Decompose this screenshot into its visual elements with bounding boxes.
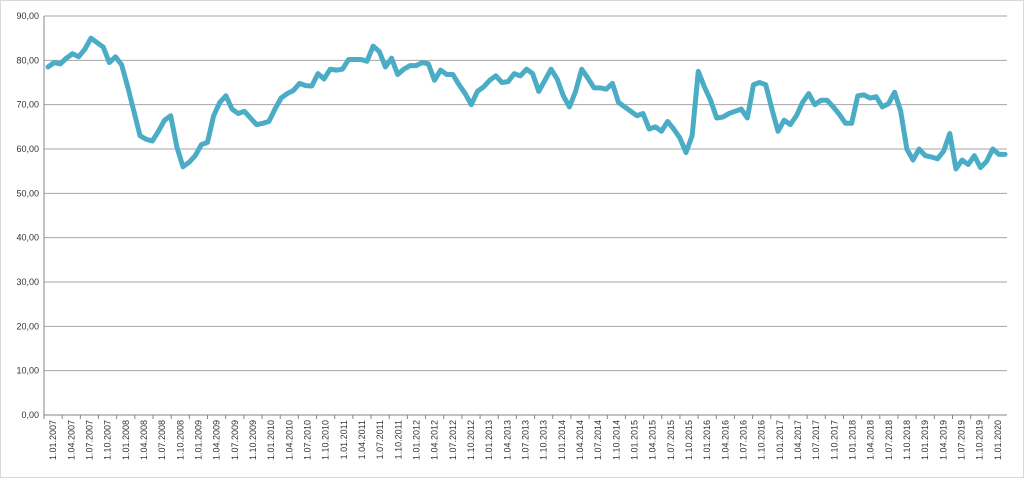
x-tick-label: 1.10.2015 [684,420,694,460]
x-tick-label: 1.07.2010 [302,420,312,460]
x-tick-label: 1.10.2011 [393,420,403,459]
x-tick-label: 1.10.2010 [321,420,331,460]
x-tick-label: 1.01.2017 [775,420,785,460]
y-tick-label: 40,00 [16,233,39,243]
x-tick-label: 1.10.2019 [975,420,985,460]
x-tick-label: 1.10.2012 [466,420,476,460]
x-tick-label: 1.01.2013 [484,420,494,460]
y-tick-label: 20,00 [16,321,39,331]
x-tick-label: 1.07.2019 [957,420,967,460]
x-tick-label: 1.04.2017 [793,420,803,460]
x-tick-label: 1.10.2014 [611,420,621,460]
y-axis-tick-labels: 0,00 10,00 20,00 30,00 40,00 50,00 60,00 70,00 8… [16,11,39,420]
x-tick-label: 1.10.2017 [829,420,839,460]
x-tick-label: 1.04.2008 [139,420,149,460]
x-tick-label: 1.01.2007 [48,420,58,460]
x-tick-label: 1.10.2018 [902,420,912,460]
x-tick-label: 1.01.2020 [993,420,1003,460]
x-tick-label: 1.07.2009 [230,420,240,460]
x-tick-label: 1.07.2007 [84,420,94,460]
x-axis-tick-labels: 1.01.2007 1.04.2007 1.07.2007 1.10.2007 1.01… [48,420,1003,460]
x-tick-label: 1.10.2008 [175,420,185,460]
x-tick-label: 1.07.2017 [811,420,821,460]
x-tick-label: 1.07.2013 [521,420,531,460]
x-tick-label: 1.01.2019 [920,420,930,460]
y-tick-label: 50,00 [16,188,39,198]
y-tick-label: 70,00 [16,100,39,110]
x-tick-label: 1.01.2012 [411,420,421,460]
series-layer [45,35,1008,172]
x-tick-label: 1.10.2013 [539,420,549,460]
x-tick-label: 1.07.2008 [157,420,167,460]
x-tick-label: 1.04.2009 [212,420,222,460]
x-tick-label: 1.07.2014 [593,420,603,460]
x-tick-label: 1.04.2007 [66,420,76,460]
x-tick-label: 1.10.2016 [757,420,767,460]
x-tick-label: 1.04.2013 [502,420,512,460]
x-tick-label: 1.04.2019 [938,420,948,460]
x-tick-label: 1.07.2011 [375,420,385,459]
x-tick-label: 1.07.2016 [739,420,749,460]
x-tick-label: 1.01.2014 [557,420,567,460]
axes [43,16,1007,419]
x-tick-label: 1.01.2011 [339,420,349,459]
x-tick-label: 1.04.2010 [284,420,294,460]
series-line [45,35,1008,172]
x-tick-label: 1.01.2016 [702,420,712,460]
x-tick-label: 1.07.2012 [448,420,458,460]
gridlines [44,15,1007,416]
y-tick-label: 10,00 [16,366,39,376]
x-tick-label: 1.04.2015 [648,420,658,460]
x-tick-label: 1.10.2007 [103,420,113,460]
x-tick-label: 1.07.2015 [666,420,676,460]
x-tick-label: 1.04.2014 [575,420,585,460]
y-tick-label: 0,00 [21,410,39,420]
x-tick-label: 1.04.2012 [430,420,440,460]
x-tick-label: 1.07.2018 [884,420,894,460]
y-tick-label: 30,00 [16,277,39,287]
x-tick-label: 1.01.2018 [848,420,858,460]
x-tick-label: 1.04.2018 [866,420,876,460]
x-tick-label: 1.04.2016 [720,420,730,460]
x-tick-label: 1.10.2009 [248,420,258,460]
x-tick-label: 1.01.2010 [266,420,276,460]
y-tick-label: 90,00 [16,11,39,21]
y-tick-label: 60,00 [16,144,39,154]
y-tick-label: 80,00 [16,55,39,65]
x-tick-label: 1.01.2009 [193,420,203,460]
x-tick-label: 1.04.2011 [357,420,367,459]
x-tick-label: 1.01.2008 [121,420,131,460]
x-tick-label: 1.01.2015 [630,420,640,460]
